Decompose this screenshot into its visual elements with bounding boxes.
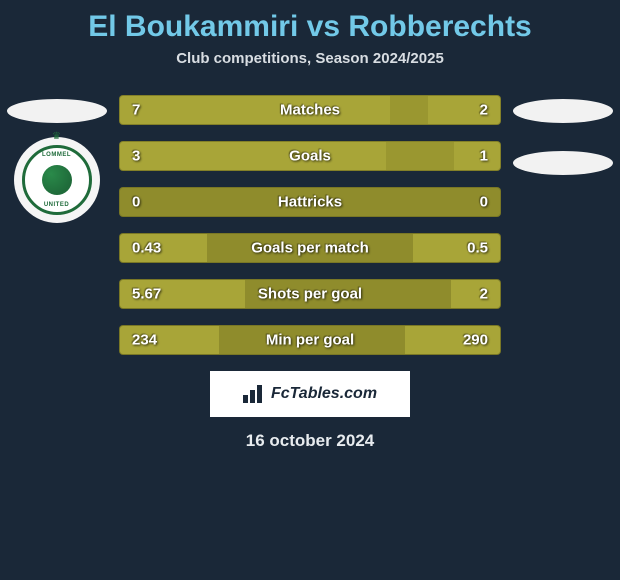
page-title: El Boukammiri vs Robberechts bbox=[0, 0, 620, 50]
source-text: FcTables.com bbox=[271, 385, 377, 403]
bar-right-fill bbox=[451, 280, 500, 308]
stat-right-value: 290 bbox=[463, 332, 488, 349]
left-column: ♛ LOMMEL UNITED bbox=[4, 95, 109, 223]
stat-row: 7 2 Matches bbox=[119, 95, 501, 125]
stat-row: 5.67 2 Shots per goal bbox=[119, 279, 501, 309]
club-name-top: LOMMEL bbox=[42, 152, 71, 158]
date-text: 16 october 2024 bbox=[0, 431, 620, 451]
subtitle: Club competitions, Season 2024/2025 bbox=[0, 50, 620, 67]
bar-right-fill bbox=[428, 96, 500, 124]
stat-left-value: 0.43 bbox=[132, 240, 161, 257]
source-badge: FcTables.com bbox=[210, 371, 410, 417]
stat-right-value: 2 bbox=[480, 102, 488, 119]
bar-left-fill bbox=[120, 142, 386, 170]
fctables-logo-icon bbox=[243, 385, 265, 403]
stat-right-value: 0.5 bbox=[467, 240, 488, 257]
stats-bars: 7 2 Matches 3 1 Goals 0 0 Hattricks 0.43 0.5 Goals … bbox=[119, 95, 501, 355]
stat-right-value: 2 bbox=[480, 286, 488, 303]
club-name-bottom: UNITED bbox=[44, 202, 69, 208]
comparison-card: El Boukammiri vs Robberechts Club compet… bbox=[0, 0, 620, 451]
player2-name: Robberechts bbox=[348, 10, 531, 43]
stat-row: 0.43 0.5 Goals per match bbox=[119, 233, 501, 263]
club-badge-inner: LOMMEL UNITED bbox=[22, 145, 92, 215]
stat-right-value: 0 bbox=[480, 194, 488, 211]
player1-flag bbox=[7, 99, 107, 123]
stat-row: 0 0 Hattricks bbox=[119, 187, 501, 217]
stat-left-value: 234 bbox=[132, 332, 157, 349]
player1-name: El Boukammiri bbox=[88, 10, 298, 43]
crown-icon: ♛ bbox=[52, 131, 61, 142]
soccer-ball-icon bbox=[42, 165, 72, 195]
bar-left-fill bbox=[120, 96, 390, 124]
player2-flag bbox=[513, 99, 613, 123]
right-column bbox=[511, 95, 616, 175]
stat-label: Goals per match bbox=[251, 240, 369, 257]
player2-club-placeholder bbox=[513, 151, 613, 175]
player1-club-badge: ♛ LOMMEL UNITED bbox=[14, 137, 100, 223]
vs-text: vs bbox=[307, 10, 340, 43]
content-row: ♛ LOMMEL UNITED 7 2 Matches 3 1 Goals 0 0 Hattri… bbox=[0, 95, 620, 355]
stat-label: Shots per goal bbox=[258, 286, 362, 303]
stat-row: 234 290 Min per goal bbox=[119, 325, 501, 355]
stat-right-value: 1 bbox=[480, 148, 488, 165]
stat-row: 3 1 Goals bbox=[119, 141, 501, 171]
stat-label: Goals bbox=[289, 148, 331, 165]
stat-label: Hattricks bbox=[278, 194, 342, 211]
stat-left-value: 0 bbox=[132, 194, 140, 211]
stat-left-value: 7 bbox=[132, 102, 140, 119]
stat-label: Min per goal bbox=[266, 332, 354, 349]
stat-left-value: 3 bbox=[132, 148, 140, 165]
stat-label: Matches bbox=[280, 102, 340, 119]
bar-right-fill bbox=[454, 142, 500, 170]
stat-left-value: 5.67 bbox=[132, 286, 161, 303]
